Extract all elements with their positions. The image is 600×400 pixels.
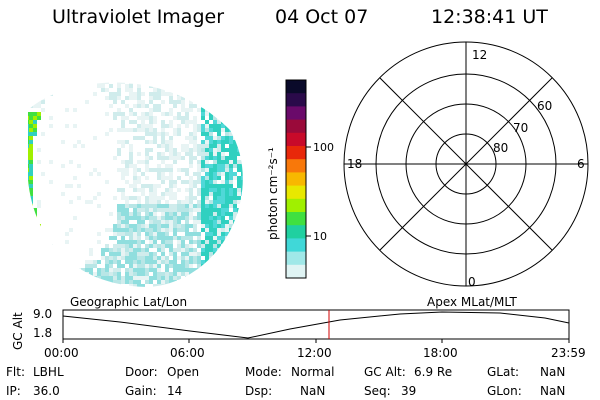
dsp-label: Dsp: <box>245 384 273 398</box>
colorbar-swatch <box>286 225 306 239</box>
seq-label: Seq: <box>364 384 391 398</box>
colorbar-swatch <box>286 146 306 160</box>
gcalt-label: GC Alt: <box>364 365 406 379</box>
altitude-timeline: GC Alt <box>11 309 570 350</box>
glon-value: NaN <box>540 384 566 398</box>
colorbar-swatch <box>286 185 306 200</box>
polar-diagonal-2 <box>379 77 553 251</box>
door-value: Open <box>167 365 200 379</box>
lat-label-70: 70 <box>513 121 528 135</box>
time-label: 12:38:41 UT <box>431 6 548 28</box>
colorbar-swatch <box>286 119 306 134</box>
date-label: 04 Oct 07 <box>275 6 369 28</box>
colorbar-swatch <box>286 80 306 94</box>
colorbar-swatch <box>286 93 306 107</box>
mlt-label-0: 0 <box>468 275 476 289</box>
dsp-value: NaN <box>300 384 326 398</box>
polar-plot <box>343 41 589 287</box>
x-label-2: 12:00 <box>297 346 332 360</box>
lat-label-60: 60 <box>537 99 552 113</box>
x-label-3: 18:00 <box>423 346 458 360</box>
door-label: Door: <box>125 365 158 379</box>
colorbar-label-10: 10 <box>313 230 327 243</box>
mlt-label-12: 12 <box>472 48 487 62</box>
glat-label: GLat: <box>487 365 520 379</box>
colorbar-swatch <box>286 159 306 173</box>
gcalt-value: 6.9 Re <box>414 365 453 379</box>
colorbar-swatch <box>286 264 306 279</box>
colorbar-label-100: 100 <box>313 141 334 154</box>
uv-image <box>28 82 243 287</box>
mode-value: Normal <box>291 365 335 379</box>
gain-label: Gain: <box>125 384 157 398</box>
seq-value: 39 <box>401 384 417 398</box>
lat-label-80: 80 <box>493 141 508 155</box>
gain-value: 14 <box>167 384 183 398</box>
timeline-axis-label: GC Alt <box>11 312 25 350</box>
colorbar: 100 10 photon cm⁻²s⁻¹ <box>266 79 334 279</box>
y-bottom-label: 1.8 <box>33 326 53 340</box>
ip-label: IP: <box>6 384 21 398</box>
ip-value: 36.0 <box>33 384 60 398</box>
colorbar-swatch <box>286 251 306 266</box>
geographic-title: Geographic Lat/Lon <box>70 295 188 309</box>
colorbar-swatch <box>286 212 306 226</box>
colorbar-swatch <box>286 132 306 147</box>
colorbar-swatch <box>286 172 306 187</box>
colorbar-swatch <box>286 198 306 213</box>
colorbar-swatch <box>286 238 306 253</box>
glon-label: GLon: <box>487 384 522 398</box>
mlt-label-6: 6 <box>577 157 585 171</box>
glat-value: NaN <box>540 365 566 379</box>
x-label-1: 06:00 <box>170 346 205 360</box>
colorbar-unit: photon cm⁻²s⁻¹ <box>266 147 280 240</box>
mlt-label-18: 18 <box>347 157 362 171</box>
altitude-curve <box>62 311 570 339</box>
x-label-4: 23:59 <box>551 346 586 360</box>
flt-label: Flt: <box>6 365 25 379</box>
y-top-label: 9.0 <box>33 307 53 321</box>
x-label-0: 00:00 <box>44 346 79 360</box>
instrument-title: Ultraviolet Imager <box>52 6 225 28</box>
apex-title: Apex MLat/MLT <box>427 295 517 309</box>
flt-value: LBHL <box>33 365 64 379</box>
mode-label: Mode: <box>245 365 282 379</box>
colorbar-swatch <box>286 106 306 121</box>
colorbar-frame <box>285 79 307 279</box>
